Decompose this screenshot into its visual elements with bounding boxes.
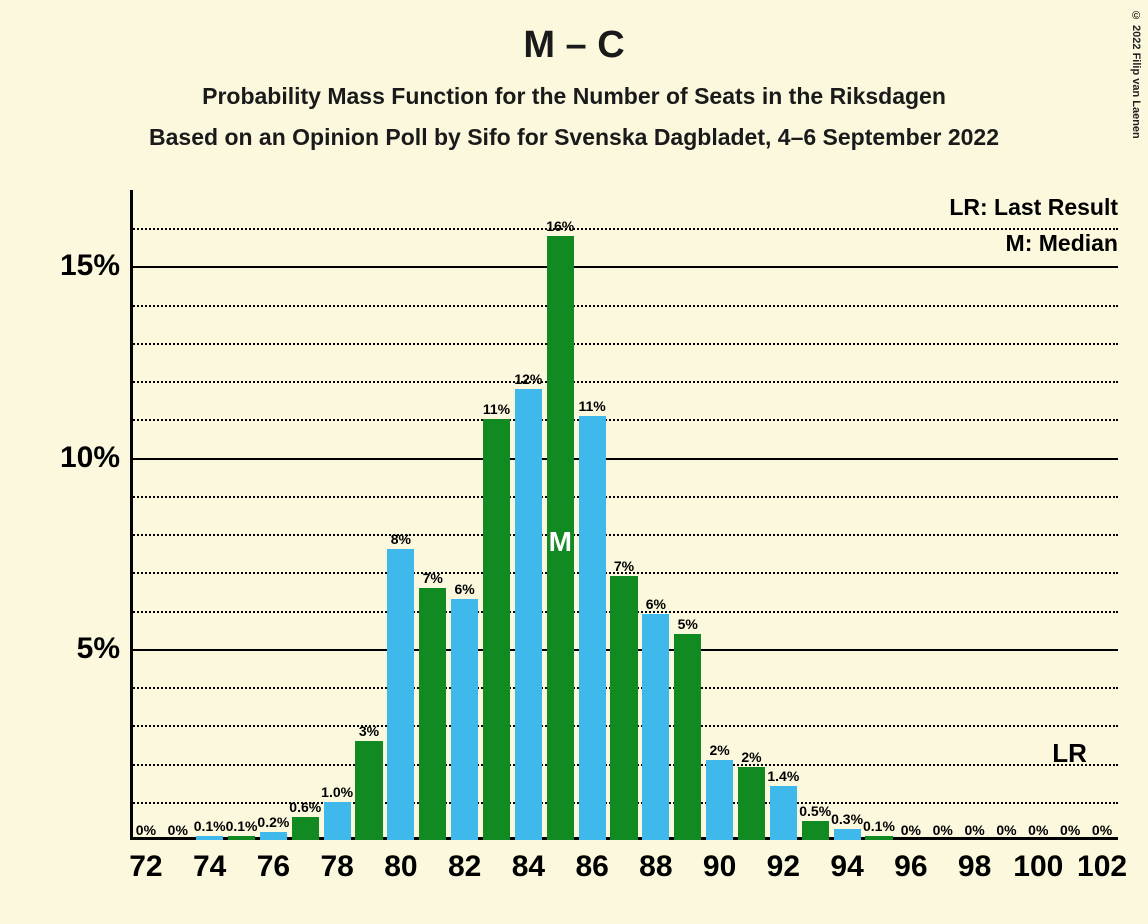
- copyright-text: © 2022 Filip van Laenen: [1130, 10, 1142, 139]
- legend-median: M: Median: [1006, 230, 1118, 257]
- bar-value-label: 1.0%: [321, 784, 353, 802]
- x-axis-tick-label: 92: [767, 840, 800, 884]
- bar-value-label: 16%: [546, 218, 574, 236]
- chart-subtitle-1: Probability Mass Function for the Number…: [0, 67, 1148, 110]
- bar-value-label: 11%: [483, 401, 510, 419]
- bar-value-label: 0.1%: [226, 818, 258, 836]
- y-axis-tick-label: 15%: [60, 249, 130, 283]
- bar: 0.5%: [802, 821, 829, 840]
- bar: 1.4%: [770, 786, 797, 840]
- gridline-minor: [130, 496, 1118, 498]
- x-axis-tick-label: 72: [129, 840, 162, 884]
- chart-plot-area: 5%10%15%72747678808284868890929496981001…: [130, 190, 1118, 840]
- bar-value-label: 0%: [996, 822, 1016, 840]
- x-axis-tick-label: 84: [512, 840, 545, 884]
- bar-value-label: 2%: [709, 742, 729, 760]
- gridline-minor: [130, 381, 1118, 383]
- bar: 16%M: [547, 236, 574, 840]
- x-axis-tick-label: 74: [193, 840, 226, 884]
- x-axis-tick-label: 100: [1013, 840, 1063, 884]
- x-axis-tick-label: 76: [257, 840, 290, 884]
- last-result-marker: LR: [1052, 738, 1087, 769]
- bar: 1.0%: [324, 802, 351, 840]
- gridline-major: [130, 458, 1118, 460]
- bar: 6%: [642, 614, 669, 840]
- bar-value-label: 0.1%: [194, 818, 226, 836]
- bar: 2%: [706, 760, 733, 840]
- bar-value-label: 0.6%: [289, 799, 321, 817]
- gridline-minor: [130, 305, 1118, 307]
- bar-value-label: 0%: [1060, 822, 1080, 840]
- bar-value-label: 7%: [614, 558, 634, 576]
- x-axis-tick-label: 96: [894, 840, 927, 884]
- bar: 2%: [738, 767, 765, 840]
- bar: 0.6%: [292, 817, 319, 840]
- bar: 7%: [419, 588, 446, 840]
- bar-value-label: 6%: [455, 581, 475, 599]
- x-axis-tick-label: 102: [1077, 840, 1127, 884]
- bar: 0.1%: [865, 836, 892, 840]
- x-axis-tick-label: 80: [384, 840, 417, 884]
- chart-subtitle-2: Based on an Opinion Poll by Sifo for Sve…: [0, 110, 1148, 151]
- bar: 6%: [451, 599, 478, 840]
- gridline-major: [130, 266, 1118, 268]
- x-axis-tick-label: 94: [830, 840, 863, 884]
- bar-value-label: 0%: [933, 822, 953, 840]
- bar: 11%: [483, 419, 510, 840]
- x-axis-tick-label: 78: [320, 840, 353, 884]
- bar: 8%: [387, 549, 414, 840]
- bar-value-label: 0%: [1092, 822, 1112, 840]
- bar-value-label: 8%: [391, 531, 411, 549]
- y-axis-tick-label: 10%: [60, 441, 130, 475]
- bar-value-label: 1.4%: [767, 768, 799, 786]
- bar-value-label: 0.3%: [831, 811, 863, 829]
- x-axis-tick-label: 86: [575, 840, 608, 884]
- y-axis-tick-label: 5%: [77, 632, 130, 666]
- bar: 0.1%: [196, 836, 223, 840]
- bar-value-label: 2%: [741, 749, 761, 767]
- x-axis-tick-label: 90: [703, 840, 736, 884]
- bar-value-label: 0%: [136, 822, 156, 840]
- x-axis-tick-label: 88: [639, 840, 672, 884]
- bar-value-label: 0%: [1028, 822, 1048, 840]
- bar-value-label: 7%: [423, 570, 443, 588]
- bar: 5%: [674, 634, 701, 840]
- bar-value-label: 0%: [964, 822, 984, 840]
- legend-last-result: LR: Last Result: [949, 194, 1118, 221]
- bar: 7%: [610, 576, 637, 840]
- chart-title: M – C: [0, 0, 1148, 67]
- bar-value-label: 0.1%: [863, 818, 895, 836]
- bar-value-label: 0%: [168, 822, 188, 840]
- bar-value-label: 12%: [514, 371, 542, 389]
- gridline-minor: [130, 343, 1118, 345]
- x-axis-tick-label: 82: [448, 840, 481, 884]
- bar-value-label: 3%: [359, 723, 379, 741]
- bar-value-label: 0%: [901, 822, 921, 840]
- gridline-minor: [130, 228, 1118, 230]
- bar: 0.3%: [834, 829, 861, 840]
- y-axis: [130, 190, 133, 840]
- gridline-minor: [130, 534, 1118, 536]
- bar-value-label: 0.2%: [257, 814, 289, 832]
- median-marker: M: [549, 526, 572, 558]
- bar: 0.2%: [260, 832, 287, 840]
- gridline-minor: [130, 419, 1118, 421]
- bar: 3%: [355, 741, 382, 840]
- bar: 12%: [515, 389, 542, 840]
- x-axis-tick-label: 98: [958, 840, 991, 884]
- bar-value-label: 11%: [578, 398, 605, 416]
- bar-value-label: 6%: [646, 596, 666, 614]
- bar-value-label: 0.5%: [799, 803, 831, 821]
- bar: 11%: [579, 416, 606, 840]
- bar: 0.1%: [228, 836, 255, 840]
- bar-value-label: 5%: [678, 616, 698, 634]
